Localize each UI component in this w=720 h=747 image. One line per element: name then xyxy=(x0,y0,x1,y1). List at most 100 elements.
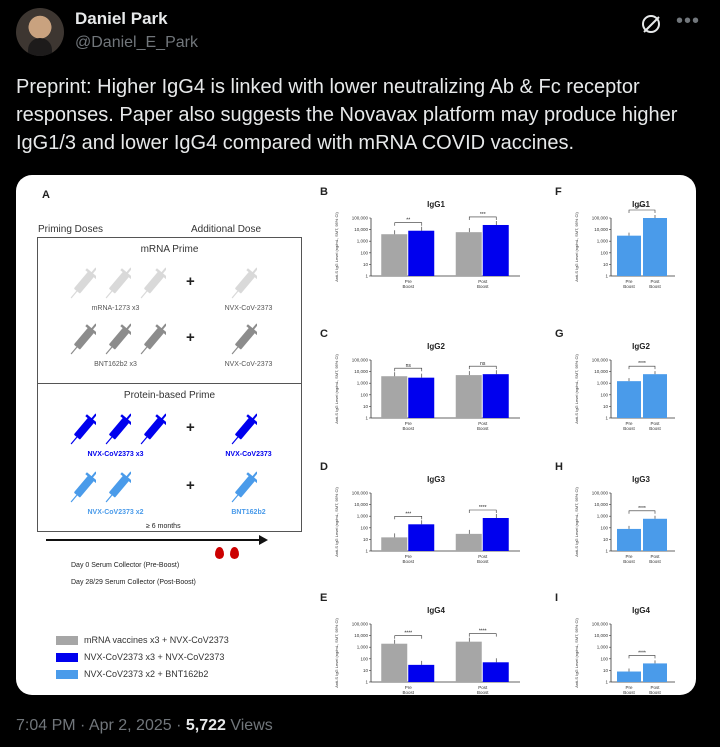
chart-title: IgG4 xyxy=(427,606,445,615)
x-tick-label: Pre xyxy=(625,685,633,690)
y-tick-label: 1 xyxy=(365,549,368,554)
panel-letter: G xyxy=(555,328,564,340)
y-axis-label: Anti-S IgG Level (ng/mL, SMT, 95% CI) xyxy=(334,487,339,557)
panel-letter: I xyxy=(555,592,558,604)
author-name[interactable]: Daniel Park xyxy=(75,9,168,28)
x-tick-label: Boost xyxy=(623,426,635,430)
grok-icon[interactable] xyxy=(640,13,662,35)
more-options-icon[interactable]: ••• xyxy=(676,10,701,32)
x-tick-label: Boost xyxy=(477,690,489,694)
x-tick-label: Post xyxy=(650,279,660,284)
x-tick-label: Pre xyxy=(625,421,633,426)
x-tick-label: Boost xyxy=(477,426,489,430)
x-tick-label: Boost xyxy=(477,284,489,288)
y-tick-label: 10,000 xyxy=(594,227,608,232)
syringe-icon xyxy=(70,471,96,503)
y-tick-label: 1,000 xyxy=(597,239,609,244)
y-tick-label: 1,000 xyxy=(357,514,369,519)
y-tick-label: 1,000 xyxy=(357,239,369,244)
chart-title: IgG1 xyxy=(632,200,650,209)
boost-vaccine-label: NVX-CoV2373 xyxy=(225,451,272,458)
syringe-icon xyxy=(231,267,257,299)
legend-swatch xyxy=(56,669,78,679)
y-tick-label: 10,000 xyxy=(354,369,368,374)
legend-item: NVX-CoV2373 x2 + BNT162b2 xyxy=(56,667,229,681)
panel-letter: F xyxy=(555,186,562,198)
bar xyxy=(381,537,408,551)
bar xyxy=(617,235,641,276)
plus-sign: + xyxy=(186,477,195,494)
months-label: ≥ 6 months xyxy=(146,523,181,530)
y-tick-label: 10 xyxy=(603,404,609,409)
x-tick-label: Boost xyxy=(649,559,661,563)
x-tick-label: Boost xyxy=(402,284,414,288)
significance-label: **** xyxy=(404,631,412,637)
significance-bracket xyxy=(628,365,656,370)
bar xyxy=(643,518,667,551)
bar xyxy=(482,224,509,276)
x-tick-label: Pre xyxy=(625,279,633,284)
x-tick-label: Post xyxy=(478,279,488,284)
plus-sign: + xyxy=(186,419,195,436)
y-tick-label: 100,000 xyxy=(352,622,369,627)
avatar[interactable] xyxy=(16,8,64,56)
chart-title: IgG2 xyxy=(427,342,445,351)
chart-title: IgG3 xyxy=(632,475,650,484)
x-tick-label: Boost xyxy=(477,559,489,563)
y-tick-label: 1 xyxy=(365,274,368,279)
y-axis-label: Anti-S IgG Level (ng/mL, SMT, 95% CI) xyxy=(574,212,579,282)
panel-a-label: A xyxy=(42,189,50,201)
syringe-icon xyxy=(140,267,166,299)
timestamp[interactable]: 7:04 PM · Apr 2, 2025 · xyxy=(16,717,186,734)
bar xyxy=(408,377,435,418)
syringe-icon xyxy=(231,471,257,503)
chart-title: IgG2 xyxy=(632,342,650,351)
significance-bracket xyxy=(628,209,656,213)
chart-panel-f: F IgG1 Anti-S IgG Level (ng/mL, SMT, 95% C… xyxy=(555,186,675,288)
y-tick-label: 10 xyxy=(603,537,609,542)
significance-label: **** xyxy=(638,650,646,656)
bar xyxy=(643,218,667,276)
syringe-icon xyxy=(231,413,257,445)
blood-drop-icon xyxy=(215,547,224,559)
syringe-icon xyxy=(140,323,166,355)
y-tick-label: 100 xyxy=(600,392,608,397)
x-tick-label: Boost xyxy=(623,284,635,288)
significance-bracket xyxy=(468,633,497,637)
figure-image[interactable]: A Priming Doses Additional Dose mRNA Pri… xyxy=(16,175,696,695)
x-tick-label: Pre xyxy=(405,685,413,690)
x-tick-label: Post xyxy=(478,685,488,690)
y-axis-label: Anti-S IgG Level (ng/mL, SMT, 95% CI) xyxy=(334,354,339,424)
y-tick-label: 100 xyxy=(360,525,368,530)
x-tick-label: Boost xyxy=(649,690,661,694)
y-tick-label: 1 xyxy=(365,416,368,421)
x-tick-label: Pre xyxy=(405,554,413,559)
bar xyxy=(455,533,482,551)
x-tick-label: Boost xyxy=(623,690,635,694)
x-tick-label: Boost xyxy=(402,426,414,430)
syringe-icon xyxy=(70,323,96,355)
y-tick-label: 100 xyxy=(600,656,608,661)
prime-vaccine-label: mRNA-1273 x3 xyxy=(91,305,140,312)
panel-letter: B xyxy=(320,186,328,198)
bar xyxy=(381,234,408,276)
chart-title: IgG1 xyxy=(427,200,445,209)
day28-label: Day 28/29 Serum Collector (Post-Boost) xyxy=(71,579,196,586)
y-tick-label: 10,000 xyxy=(354,227,368,232)
significance-bracket xyxy=(628,655,656,659)
y-tick-label: 1,000 xyxy=(597,514,609,519)
boost-vaccine-label: NVX-CoV-2373 xyxy=(224,361,273,368)
x-tick-label: Post xyxy=(650,554,660,559)
significance-label: ns xyxy=(406,363,412,369)
syringe-icon xyxy=(105,323,131,355)
chart-panel-h: H IgG3 Anti-S IgG Level (ng/mL, SMT, 95% C… xyxy=(555,461,675,563)
syringe-icon xyxy=(140,413,166,445)
y-tick-label: 100 xyxy=(360,392,368,397)
x-tick-label: Pre xyxy=(405,279,413,284)
legend-item: mRNA vaccines x3 + NVX-CoV2373 xyxy=(56,633,229,647)
significance-label: **** xyxy=(479,629,487,635)
y-tick-label: 1,000 xyxy=(597,645,609,650)
author-handle[interactable]: @Daniel_E_Park xyxy=(75,34,198,51)
y-tick-label: 100 xyxy=(600,525,608,530)
x-tick-label: Boost xyxy=(402,559,414,563)
